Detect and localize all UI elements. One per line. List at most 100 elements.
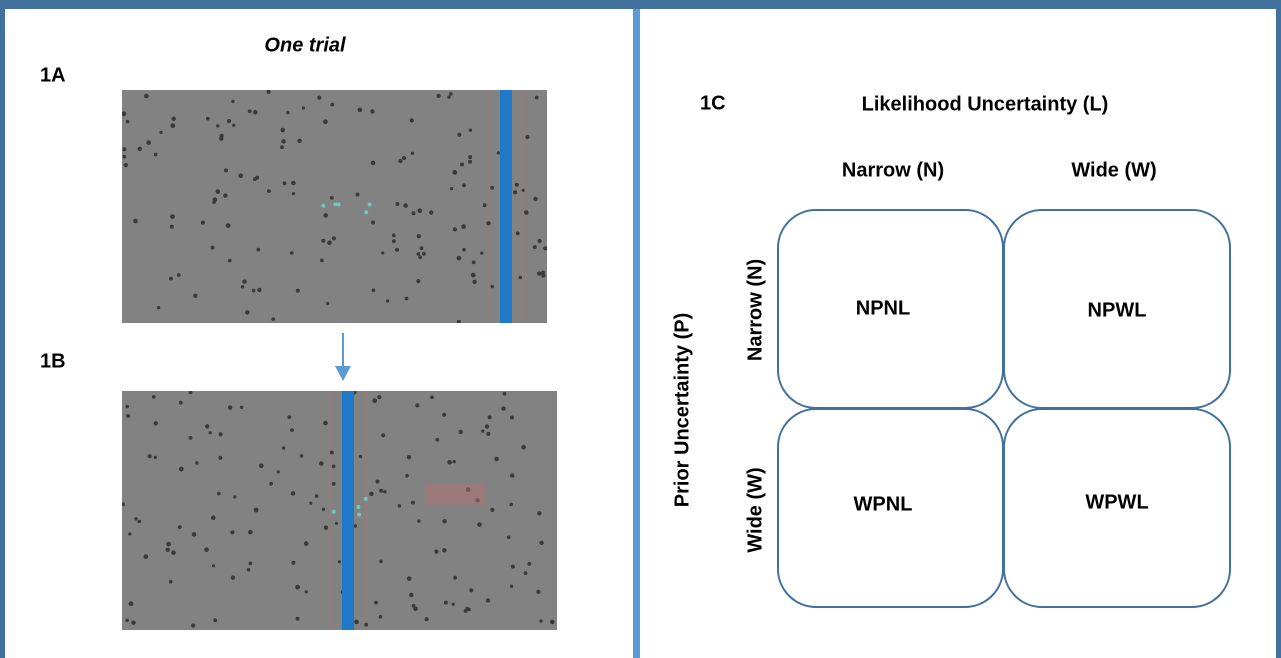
dot [205, 424, 209, 428]
dot [371, 220, 375, 224]
panel-label: 1B [40, 350, 66, 372]
dot [247, 568, 251, 572]
dot [134, 517, 137, 520]
dot [326, 302, 329, 305]
dot [224, 168, 228, 172]
dot [216, 189, 221, 194]
dot [452, 603, 455, 606]
target-dot [368, 203, 372, 207]
dot [212, 200, 216, 204]
dot [503, 392, 507, 396]
dot [170, 123, 175, 128]
cell-label: WPNL [854, 493, 913, 515]
dot [248, 530, 253, 535]
dot [252, 289, 256, 293]
dot [379, 615, 383, 619]
dot [227, 119, 231, 123]
dot [232, 124, 235, 127]
dot [211, 515, 216, 520]
dot [228, 259, 232, 263]
cell-label: NPNL [856, 297, 910, 319]
dot [412, 211, 416, 215]
dot [359, 455, 362, 458]
dot [126, 414, 130, 418]
dot [157, 306, 160, 309]
column-header: Narrow (N) [842, 159, 944, 181]
dot [133, 219, 138, 224]
dot [291, 181, 296, 186]
dot [138, 520, 142, 524]
dot [462, 248, 466, 252]
dot [126, 120, 130, 124]
dot [447, 95, 450, 98]
dot [121, 111, 126, 116]
dot [286, 111, 289, 114]
dot [524, 571, 528, 575]
dot [122, 147, 126, 151]
row-axis-title: Prior Uncertainty (P) [671, 313, 693, 507]
dot [521, 445, 526, 450]
dot [124, 163, 128, 167]
dot [154, 153, 158, 157]
dot [450, 187, 453, 190]
dot [527, 562, 531, 566]
dot [358, 108, 363, 113]
dot [192, 532, 197, 537]
target-dot [321, 204, 325, 208]
target-dot [356, 505, 360, 509]
dot [138, 147, 142, 151]
dot [490, 508, 494, 512]
dot [242, 279, 246, 283]
dot [411, 152, 414, 155]
dot [178, 525, 182, 529]
dot [240, 406, 243, 409]
dot [486, 598, 490, 602]
dot [515, 183, 519, 187]
dot [510, 585, 513, 588]
dot [189, 391, 193, 395]
dot [226, 223, 231, 228]
dot [290, 428, 294, 432]
dot [354, 524, 357, 527]
dot [471, 273, 476, 278]
dot [300, 454, 304, 458]
dot [249, 562, 253, 566]
dot [271, 317, 275, 321]
dot [403, 203, 408, 208]
dot [253, 110, 258, 115]
dot [481, 430, 484, 433]
target-dot [364, 210, 368, 214]
dot [248, 109, 252, 113]
dot [372, 289, 376, 293]
dot [304, 541, 309, 546]
dot [379, 560, 383, 564]
dot [189, 436, 193, 440]
dot [468, 160, 472, 164]
dot [287, 415, 291, 419]
dot [256, 248, 260, 252]
dot [402, 156, 406, 160]
dot [519, 276, 523, 280]
dot [405, 474, 409, 478]
dot [257, 288, 261, 292]
dot [220, 134, 224, 138]
dot [166, 548, 170, 552]
dot [491, 285, 494, 288]
dot [321, 239, 325, 243]
dot [513, 190, 517, 194]
dot [154, 456, 157, 459]
dot [522, 189, 525, 192]
dot [457, 133, 461, 137]
dot [377, 395, 381, 399]
dot [179, 401, 183, 405]
dot [332, 236, 336, 240]
dot [501, 406, 505, 410]
dot [381, 251, 384, 254]
dot [452, 170, 457, 175]
dot [282, 446, 285, 449]
dot [457, 256, 462, 261]
dot [327, 241, 332, 246]
dot [430, 395, 434, 399]
dot [295, 585, 300, 590]
dot [533, 245, 537, 249]
